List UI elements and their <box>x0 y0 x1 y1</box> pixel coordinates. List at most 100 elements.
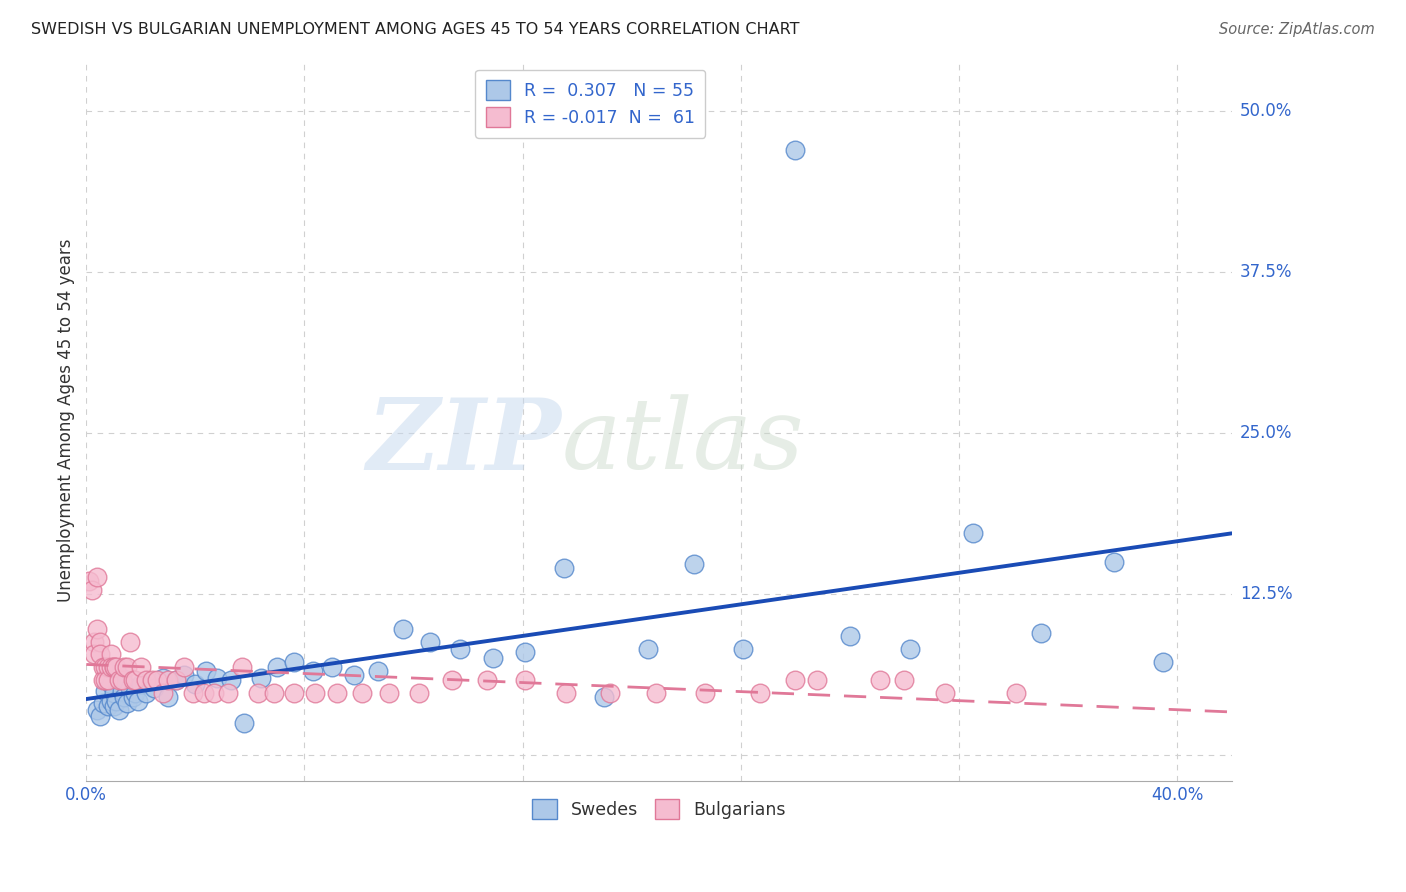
Point <box>515 645 537 659</box>
Point <box>869 673 891 688</box>
Point <box>898 642 921 657</box>
Text: 25.0%: 25.0% <box>1240 424 1292 442</box>
Point <box>152 686 174 700</box>
Point <box>1005 686 1028 700</box>
Point <box>934 686 956 700</box>
Point <box>440 673 463 688</box>
Point <box>637 642 659 657</box>
Point <box>195 664 218 678</box>
Point <box>645 686 668 700</box>
Point <box>204 686 226 700</box>
Text: 50.0%: 50.0% <box>1240 102 1292 120</box>
Point <box>785 143 807 157</box>
Point <box>129 677 152 691</box>
Text: atlas: atlas <box>561 394 804 490</box>
Point <box>86 570 108 584</box>
Text: SWEDISH VS BULGARIAN UNEMPLOYMENT AMONG AGES 45 TO 54 YEARS CORRELATION CHART: SWEDISH VS BULGARIAN UNEMPLOYMENT AMONG … <box>31 22 800 37</box>
Point <box>89 709 111 723</box>
Point <box>124 673 146 688</box>
Point <box>342 668 364 682</box>
Point <box>515 673 537 688</box>
Point <box>173 668 195 682</box>
Point <box>321 660 343 674</box>
Point <box>806 673 828 688</box>
Point <box>173 660 195 674</box>
Point <box>111 683 134 698</box>
Point <box>89 648 111 662</box>
Point <box>555 686 578 700</box>
Point <box>893 673 915 688</box>
Point <box>127 694 149 708</box>
Point <box>1104 555 1126 569</box>
Point <box>599 686 621 700</box>
Point <box>124 686 146 700</box>
Point <box>283 655 305 669</box>
Point <box>378 686 401 700</box>
Point <box>367 664 389 678</box>
Point <box>129 660 152 674</box>
Point <box>83 648 105 662</box>
Point <box>181 686 204 700</box>
Point <box>838 629 860 643</box>
Point <box>94 673 117 688</box>
Point <box>105 694 128 708</box>
Point <box>231 660 253 674</box>
Point <box>157 690 180 704</box>
Point <box>105 660 128 674</box>
Point <box>115 697 138 711</box>
Point <box>121 673 143 688</box>
Point <box>143 681 166 695</box>
Point <box>103 660 125 674</box>
Point <box>695 686 717 700</box>
Point <box>89 634 111 648</box>
Point <box>193 686 215 700</box>
Point <box>100 660 122 674</box>
Y-axis label: Unemployment Among Ages 45 to 54 years: Unemployment Among Ages 45 to 54 years <box>58 238 75 602</box>
Point <box>304 686 326 700</box>
Point <box>77 574 100 588</box>
Point <box>141 673 163 688</box>
Point <box>157 673 180 688</box>
Point <box>91 660 114 674</box>
Point <box>121 690 143 704</box>
Point <box>326 686 349 700</box>
Point <box>250 671 273 685</box>
Point <box>301 664 323 678</box>
Point <box>263 686 285 700</box>
Point <box>391 622 413 636</box>
Point <box>593 690 616 704</box>
Text: ZIP: ZIP <box>367 393 561 490</box>
Point <box>408 686 430 700</box>
Point <box>100 677 122 691</box>
Point <box>80 583 103 598</box>
Point <box>135 686 157 700</box>
Point <box>146 673 169 688</box>
Point <box>135 673 157 688</box>
Point <box>118 634 141 648</box>
Point <box>152 671 174 685</box>
Point <box>83 634 105 648</box>
Point <box>97 660 120 674</box>
Point <box>100 648 122 662</box>
Point <box>748 686 770 700</box>
Point <box>97 673 120 688</box>
Text: 12.5%: 12.5% <box>1240 585 1292 603</box>
Point <box>115 660 138 674</box>
Point <box>553 561 575 575</box>
Point <box>205 671 228 685</box>
Point <box>103 698 125 713</box>
Point <box>165 673 187 688</box>
Text: 37.5%: 37.5% <box>1240 263 1292 281</box>
Point <box>419 634 441 648</box>
Point <box>165 673 187 688</box>
Point <box>86 622 108 636</box>
Point <box>108 703 131 717</box>
Point <box>114 660 136 674</box>
Point <box>475 673 498 688</box>
Point <box>103 686 125 700</box>
Point <box>103 660 125 674</box>
Point <box>481 651 503 665</box>
Point <box>97 698 120 713</box>
Point <box>184 677 207 691</box>
Point <box>283 686 305 700</box>
